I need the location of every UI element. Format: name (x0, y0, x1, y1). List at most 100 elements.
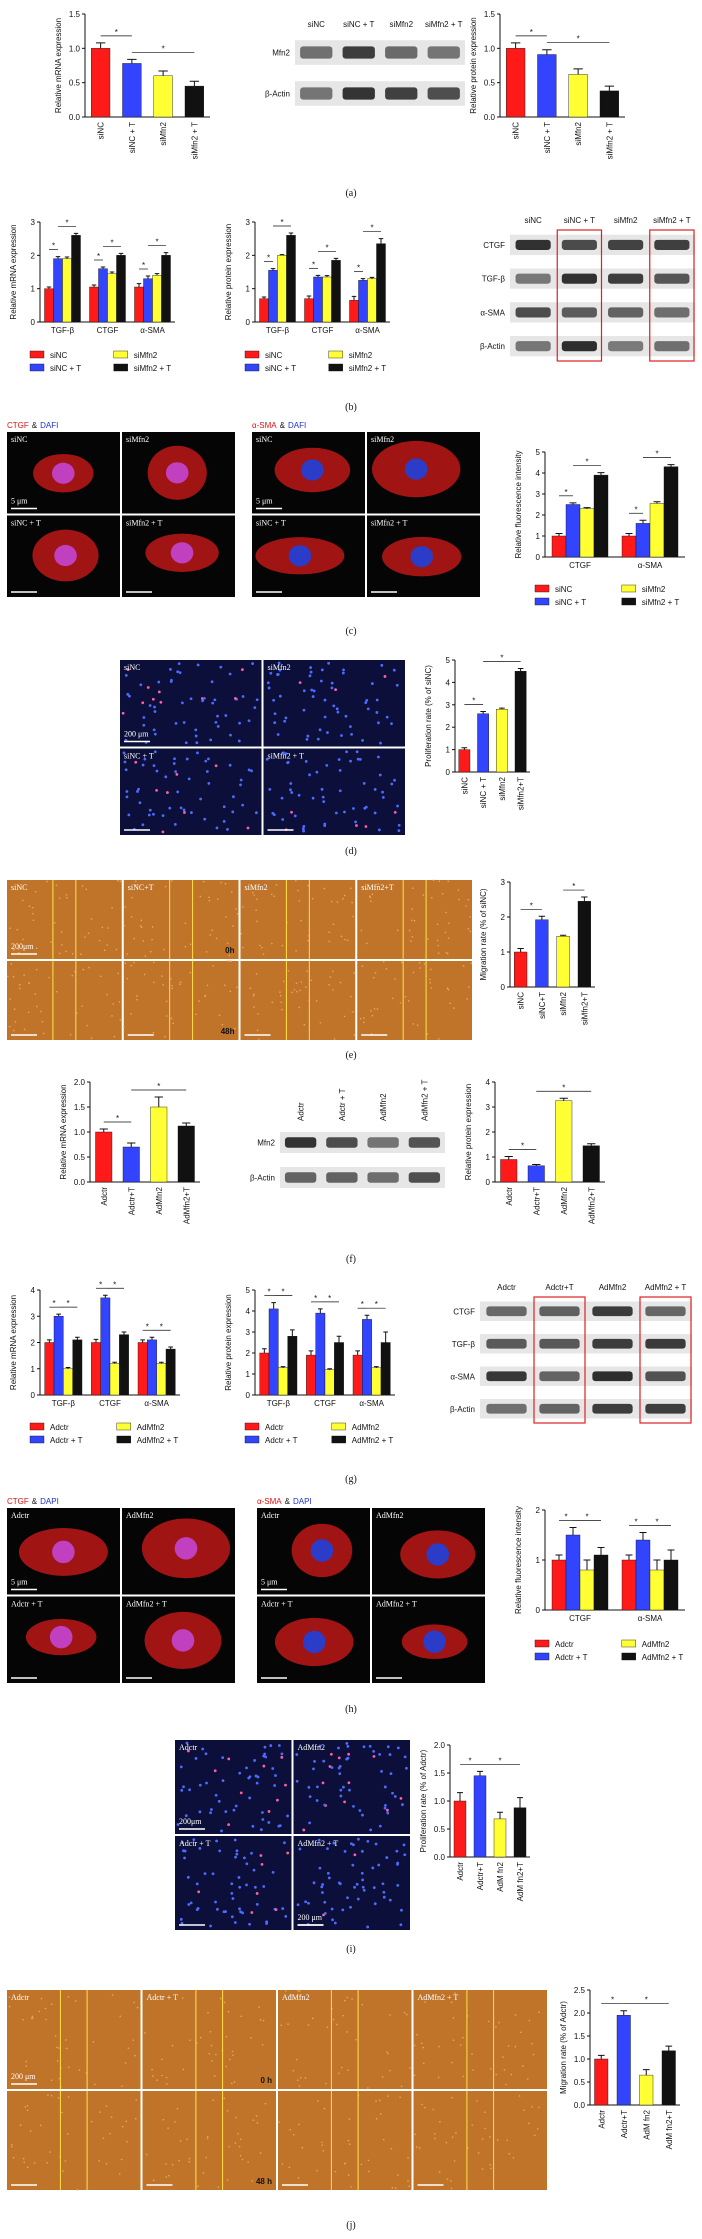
cell-speck (389, 2069, 391, 2072)
nucleus (379, 741, 382, 745)
y-tick-label: 0 (501, 983, 506, 992)
cell-speck (56, 2046, 58, 2049)
cell-speck (368, 2170, 370, 2173)
blot-band (342, 46, 375, 59)
cell-speck (34, 890, 37, 893)
nucleus (215, 826, 219, 830)
cell-speck (336, 2023, 338, 2026)
cell-speck (55, 990, 58, 993)
nucleus (214, 1900, 217, 1904)
nucleus (152, 812, 155, 816)
error-bar (163, 252, 169, 256)
blot-column-label: siMfn2 + T (425, 20, 463, 29)
cell-speck (208, 2053, 210, 2055)
nucleus (251, 1824, 255, 1828)
cell-speck (161, 2074, 163, 2077)
cell-speck (136, 998, 138, 1001)
nucleus (269, 671, 273, 675)
legend-label: Adctr + T (555, 1653, 588, 1662)
cell-speck (69, 1033, 72, 1036)
image-label: Adctr + T (179, 1839, 211, 1848)
bar (496, 709, 508, 773)
nucleus (54, 544, 77, 567)
image-title: α-SMA & DAFI (252, 421, 306, 430)
nucleus (330, 1766, 334, 1769)
nucleus (198, 1783, 202, 1787)
nucleus (342, 1785, 345, 1789)
legend-swatch (29, 350, 45, 359)
cell-speck (188, 2160, 191, 2163)
nucleus (224, 714, 228, 717)
significance-label: * (113, 1280, 116, 1289)
blot-band (645, 1306, 686, 1317)
nucleus (179, 806, 183, 810)
cell-speck (221, 1023, 224, 1026)
nucleus (306, 734, 310, 738)
cell-speck (321, 2141, 323, 2144)
cell-speck (92, 2040, 95, 2043)
cell-speck (225, 2035, 228, 2038)
cell-speck (416, 2033, 418, 2036)
x-tick-label: CTGF (99, 1399, 121, 1408)
cell-speck (31, 2015, 34, 2018)
legend-label: Adctr (265, 1423, 284, 1432)
cell-speck (151, 926, 154, 928)
cell-speck (449, 1002, 452, 1005)
nucleus (203, 1872, 207, 1876)
nucleus (296, 1903, 300, 1907)
significance-label: * (328, 1294, 331, 1303)
blot-band (326, 1137, 358, 1148)
error-bar (168, 1346, 173, 1350)
bar (565, 504, 581, 558)
panel-label: (h) (345, 1704, 357, 1715)
blot-band (592, 1403, 633, 1414)
nucleus (361, 1885, 365, 1889)
nucleus (174, 1537, 198, 1560)
cell-speck (142, 940, 145, 942)
error-bar (461, 747, 468, 750)
bar (331, 260, 341, 323)
nucleus (124, 768, 128, 772)
nucleus (253, 1759, 256, 1762)
cell-speck (347, 2139, 350, 2142)
nucleus (235, 1852, 239, 1856)
cell-speck (205, 2156, 208, 2159)
cell-speck (352, 915, 354, 918)
cell-speck (61, 943, 63, 946)
nucleus (238, 1885, 242, 1889)
blot-band (326, 1172, 358, 1183)
y-tick-label: 0 (446, 768, 451, 777)
error-bar (271, 1302, 276, 1309)
cell-speck (344, 2162, 346, 2165)
cell-speck (311, 897, 314, 900)
blot-highlight (639, 1296, 692, 1424)
cell-speck (234, 2142, 237, 2144)
nucleus (245, 1862, 249, 1866)
blot-band (515, 341, 551, 352)
cell-speck (256, 2122, 259, 2124)
scale-label: 5 μm (11, 1578, 28, 1587)
cell-speck (13, 949, 15, 951)
nucleus (392, 668, 396, 672)
nucleus (171, 1629, 195, 1652)
nucleus (231, 1897, 235, 1900)
bar (156, 1363, 167, 1396)
cell-speck (164, 885, 167, 888)
cell-speck (46, 2161, 48, 2164)
nucleus (266, 681, 270, 685)
nucleus (263, 1745, 267, 1749)
bar (594, 2058, 609, 2106)
blot-highlight (556, 229, 603, 362)
legend-label: AdMfn2 + T (137, 1436, 179, 1445)
x-tick-label: AdMfn2 (155, 1186, 164, 1214)
bar (324, 1369, 335, 1396)
nucleus (320, 1885, 324, 1889)
nucleus (361, 1813, 364, 1817)
cell-speck (213, 2075, 216, 2077)
cell-speck (118, 2173, 121, 2175)
nucleus (388, 1753, 392, 1756)
cell-speck (119, 1019, 122, 1021)
nucleus (273, 721, 277, 725)
y-tick-label: 3 (536, 490, 541, 499)
error-bar (127, 1142, 136, 1147)
